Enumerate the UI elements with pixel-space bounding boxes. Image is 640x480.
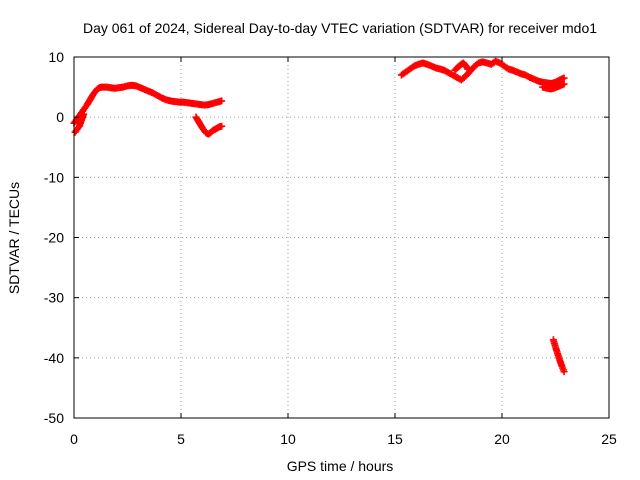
y-tick-label: -40: [44, 350, 64, 366]
chart-title: Day 061 of 2024, Sidereal Day-to-day VTE…: [83, 20, 597, 36]
data-point: [560, 74, 568, 82]
x-axis-label: GPS time / hours: [287, 458, 394, 474]
x-tick-label: 10: [280, 431, 296, 447]
data-point: [560, 80, 568, 88]
y-axis-label: SDTVAR / TECUs: [6, 182, 22, 294]
data-series: [70, 57, 568, 376]
y-tick-label: -20: [44, 230, 64, 246]
x-tick-label: 15: [387, 431, 403, 447]
y-tick-label: -30: [44, 290, 64, 306]
x-tick-label: 5: [177, 431, 185, 447]
axis-ticks: 0 5 10 15 20 25 -50 -40 -30 -20 -10 0 10: [44, 49, 617, 447]
data-point: [464, 65, 472, 73]
data-point: [80, 110, 88, 118]
y-tick-label: 10: [48, 49, 64, 65]
x-tick-label: 20: [494, 431, 510, 447]
grid: [74, 57, 609, 418]
x-tick-label: 0: [70, 431, 78, 447]
y-tick-label: -10: [44, 169, 64, 185]
data-point: [218, 97, 226, 105]
data-point: [560, 368, 568, 376]
data-point: [218, 122, 226, 130]
y-tick-label: -50: [44, 410, 64, 426]
y-tick-label: 0: [56, 109, 64, 125]
x-tick-label: 25: [601, 431, 617, 447]
